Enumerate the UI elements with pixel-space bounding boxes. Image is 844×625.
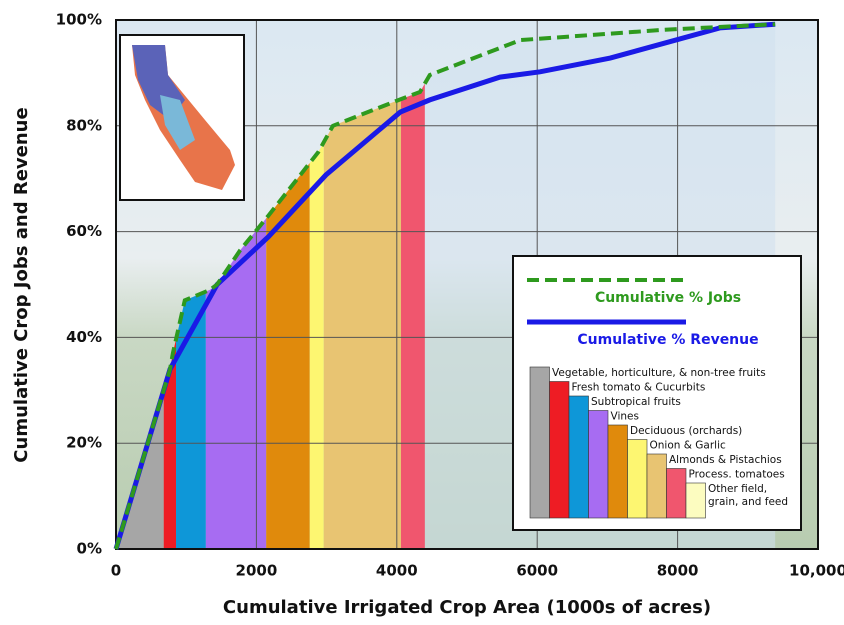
legend-label: Cumulative % Revenue: [577, 332, 758, 348]
legend-label: Vegetable, horticulture, & non-tree frui…: [552, 367, 766, 379]
y-tick-label: 80%: [66, 116, 102, 134]
legend-swatch: [530, 367, 550, 518]
legend-swatch: [608, 425, 628, 518]
crop-area: [266, 163, 310, 549]
legend-swatch: [550, 382, 570, 519]
chart: 0 2000 4000 6000 8000 10,000 0% 20% 40% 60% 80% 100…: [0, 0, 844, 625]
crop-area: [310, 142, 324, 549]
x-tick-label: 0: [111, 562, 121, 580]
y-tick-label: 100%: [56, 11, 102, 29]
legend: Cumulative % Jobs Cumulative % Revenue Veg…: [513, 256, 801, 530]
legend-swatch: [647, 454, 667, 518]
x-tick-label: 6000: [516, 562, 558, 580]
y-tick-label: 0%: [77, 540, 102, 558]
legend-swatch: [667, 469, 687, 519]
y-axis-title: Cumulative Crop Jobs and Revenue: [11, 107, 32, 462]
legend-label: Cumulative % Jobs: [595, 290, 741, 306]
x-tick-label: 4000: [376, 562, 418, 580]
legend-label: Vines: [611, 411, 639, 423]
legend-label: Deciduous (orchards): [630, 425, 742, 437]
legend-swatch: [569, 396, 589, 518]
legend-swatch: [686, 483, 706, 518]
crop-area: [401, 83, 425, 549]
y-tick-label: 40%: [66, 328, 102, 346]
x-tick-label: 8000: [657, 562, 699, 580]
legend-label: Process. tomatoes: [689, 469, 785, 481]
x-axis-title: Cumulative Irrigated Crop Area (1000s of…: [223, 597, 711, 618]
map-inset: [120, 35, 244, 200]
legend-label: Fresh tomato & Cucurbits: [572, 382, 706, 394]
legend-label: Onion & Garlic: [650, 440, 727, 452]
y-tick-label: 20%: [66, 434, 102, 452]
legend-label: Subtropical fruits: [591, 396, 681, 408]
legend-label: Almonds & Pistachios: [669, 454, 782, 466]
x-tick-label: 2000: [236, 562, 278, 580]
legend-swatch: [589, 411, 609, 519]
x-tick-label: 10,000: [789, 562, 844, 580]
legend-swatch: [628, 440, 648, 519]
y-tick-label: 60%: [66, 222, 102, 240]
